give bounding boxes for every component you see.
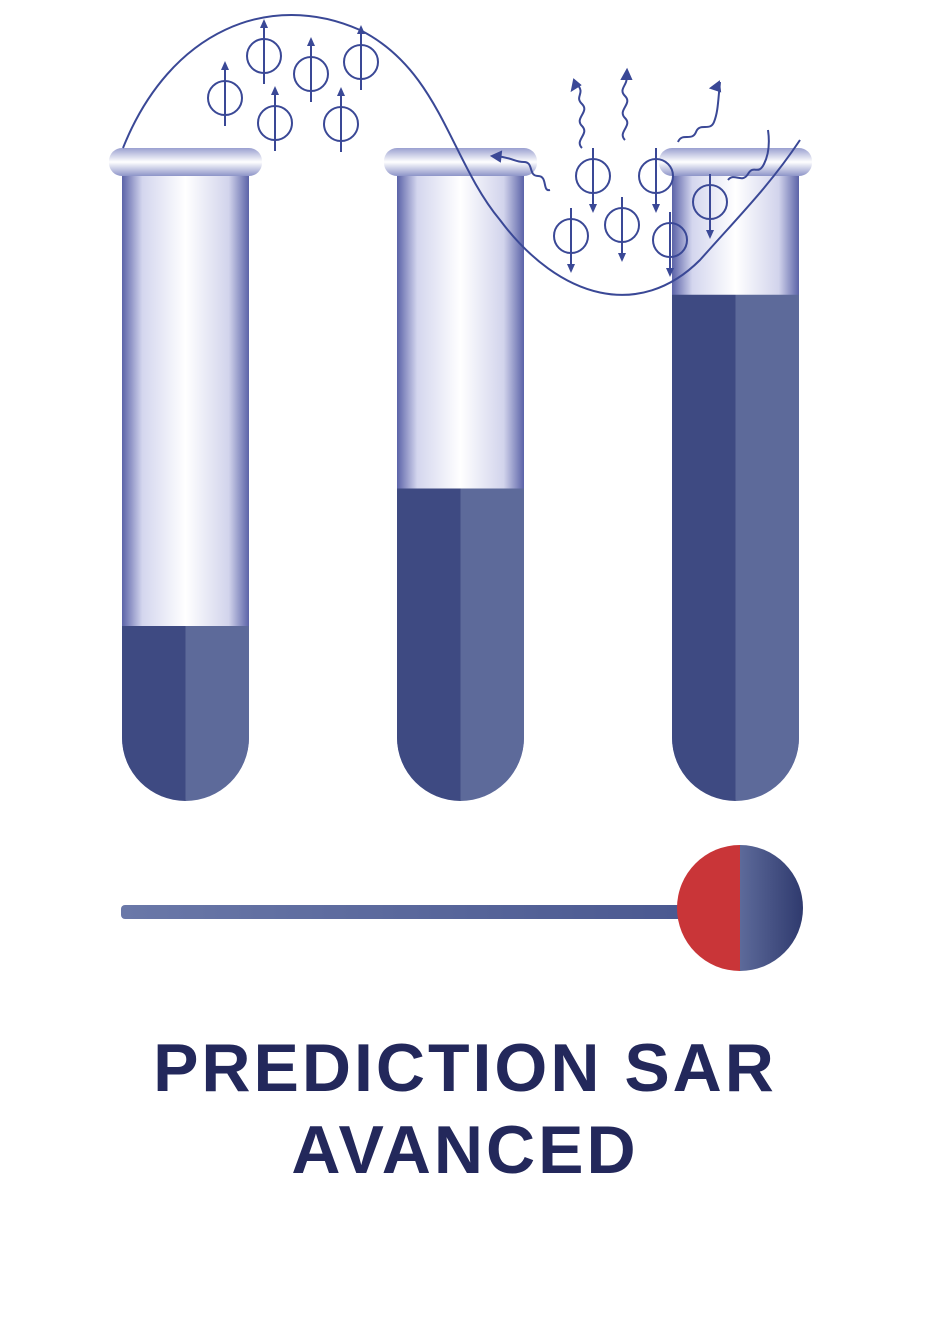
liquid-right-half bbox=[735, 294, 799, 801]
test-tubes bbox=[109, 148, 812, 801]
liquid-right-half bbox=[460, 488, 524, 801]
spin-up-icon bbox=[323, 86, 359, 153]
slider-knob-icon[interactable] bbox=[677, 845, 803, 971]
wave-curve bbox=[122, 14, 801, 296]
liquid-left-half bbox=[122, 626, 186, 801]
spin-down-icon bbox=[553, 207, 589, 274]
tube-rim bbox=[384, 148, 537, 176]
spin-up-icon bbox=[293, 36, 329, 103]
prediction-slider[interactable] bbox=[121, 845, 803, 971]
spin-up-icon bbox=[207, 60, 243, 127]
tube-rim bbox=[659, 148, 812, 176]
title-line-1: PREDICTION SAR bbox=[153, 1030, 777, 1106]
spin-up-icon bbox=[246, 18, 282, 85]
slider-track bbox=[121, 905, 691, 919]
wavy-arrow-icon bbox=[727, 129, 770, 181]
tube-rim bbox=[109, 148, 262, 176]
spin-down-icon bbox=[575, 147, 611, 214]
wavy-arrow-icon bbox=[620, 67, 633, 141]
tube-left bbox=[109, 148, 262, 801]
nmr-illustration bbox=[109, 14, 812, 971]
radiation-group bbox=[489, 67, 770, 192]
wavy-arrow-icon bbox=[677, 80, 722, 143]
liquid-left-half bbox=[397, 488, 461, 801]
wavy-arrow-icon bbox=[570, 78, 586, 149]
liquid-right-half bbox=[185, 626, 249, 801]
spin-up-icon bbox=[257, 85, 293, 152]
liquid-left-half bbox=[672, 294, 736, 801]
title-line-2: AVANCED bbox=[291, 1112, 639, 1188]
tube-right bbox=[659, 148, 812, 801]
spin-up-icon bbox=[343, 24, 379, 91]
tube-middle bbox=[384, 148, 537, 801]
spin-up-group bbox=[207, 18, 379, 153]
spin-down-icon bbox=[604, 196, 640, 263]
wavy-arrow-icon bbox=[489, 150, 551, 192]
